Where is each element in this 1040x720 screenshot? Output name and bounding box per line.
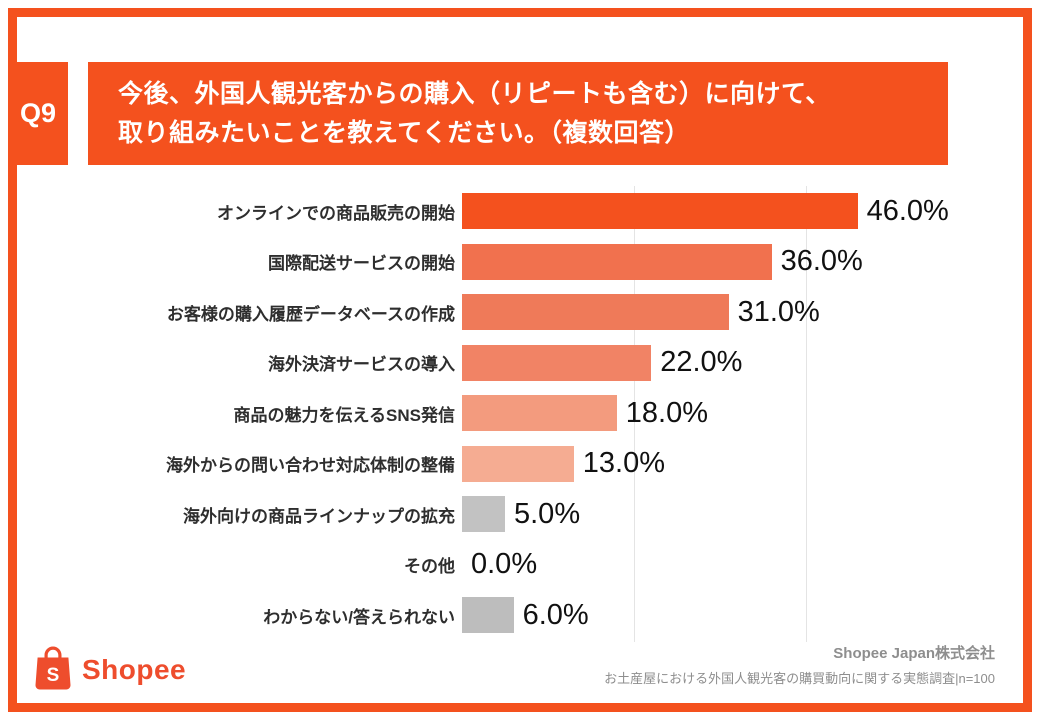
shopee-wordmark: Shopee	[82, 653, 187, 685]
bar	[462, 193, 858, 230]
category-label: 海外からの問い合わせ対応体制の整備	[166, 456, 455, 476]
chart-row: お客様の購入履歴データベースの作成 31.0%	[0, 287, 1040, 338]
bar-area: 36.0%	[462, 243, 1040, 280]
value-label: 6.0%	[522, 598, 589, 631]
chart-row: わからない/答えられない 6.0%	[0, 590, 1040, 641]
shopping-bag-icon: S	[32, 643, 74, 696]
bar	[462, 496, 505, 533]
source-survey-name: お土産屋における外国人観光客の購買動向に関する実態調査|n=100	[604, 671, 995, 686]
source-company: Shopee Japan株式会社	[833, 645, 995, 662]
bar-area: 18.0%	[462, 395, 1040, 432]
category-label: その他	[404, 557, 455, 577]
bar-area: 6.0%	[462, 597, 1040, 634]
category-label: 商品の魅力を伝えるSNS発信	[233, 405, 455, 425]
bar-area: 46.0%	[462, 193, 1040, 230]
bar-area: 22.0%	[462, 344, 1040, 381]
bar-area: 5.0%	[462, 496, 1040, 533]
chart-row: 国際配送サービスの開始 36.0%	[0, 237, 1040, 288]
value-label: 0.0%	[471, 548, 538, 581]
bar	[462, 294, 729, 331]
svg-text:S: S	[47, 665, 60, 686]
category-label: 海外向けの商品ラインナップの拡充	[183, 506, 455, 526]
gridline	[634, 186, 635, 642]
shopee-logo: S Shopee	[32, 643, 186, 696]
category-label: 国際配送サービスの開始	[268, 254, 455, 274]
bar	[462, 344, 652, 381]
question-title: 今後、外国人観光客からの購入（リピートも含む）に向けて、 取り組みたいことを教え…	[88, 62, 948, 165]
value-label: 46.0%	[866, 194, 949, 227]
chart-row: 海外からの問い合わせ対応体制の整備 13.0%	[0, 439, 1040, 490]
question-title-line1: 今後、外国人観光客からの購入（リピートも含む）に向けて、	[118, 79, 831, 108]
value-label: 22.0%	[660, 346, 743, 379]
value-label: 36.0%	[780, 245, 863, 278]
value-label: 31.0%	[737, 295, 820, 328]
category-label: お客様の購入履歴データベースの作成	[166, 304, 455, 324]
header: Q9 今後、外国人観光客からの購入（リピートも含む）に向けて、 取り組みたいこと…	[8, 62, 948, 165]
category-label: オンラインでの商品販売の開始	[217, 203, 455, 223]
chart-row: 海外向けの商品ラインナップの拡充 5.0%	[0, 489, 1040, 540]
bar-area: 0.0%	[462, 548, 1040, 581]
chart-row: オンラインでの商品販売の開始 46.0%	[0, 186, 1040, 237]
bar	[462, 445, 574, 482]
value-label: 18.0%	[625, 396, 709, 429]
value-label: 13.0%	[582, 447, 666, 480]
gridline	[806, 186, 807, 642]
question-title-line2: 取り組みたいことを教えてください。（複数回答）	[118, 118, 691, 147]
bar-area: 31.0%	[462, 294, 1040, 331]
chart-row: 海外決済サービスの導入 22.0%	[0, 338, 1040, 389]
bar	[462, 597, 514, 634]
value-label: 5.0%	[514, 497, 581, 530]
source-attribution: Shopee Japan株式会社 お土産屋における外国人観光客の購買動向に関する…	[604, 642, 995, 687]
chart-row: その他 0.0%	[0, 540, 1040, 591]
bar-chart: オンラインでの商品販売の開始 46.0% 国際配送サービスの開始 36.0% お客様の購…	[0, 186, 1040, 642]
chart-row: 商品の魅力を伝えるSNS発信 18.0%	[0, 388, 1040, 439]
category-label: わからない/答えられない	[263, 607, 455, 627]
category-label: 海外決済サービスの導入	[268, 355, 455, 375]
bar	[462, 243, 772, 280]
bar-area: 13.0%	[462, 445, 1040, 482]
question-number-badge: Q9	[8, 62, 68, 165]
bar	[462, 395, 617, 432]
